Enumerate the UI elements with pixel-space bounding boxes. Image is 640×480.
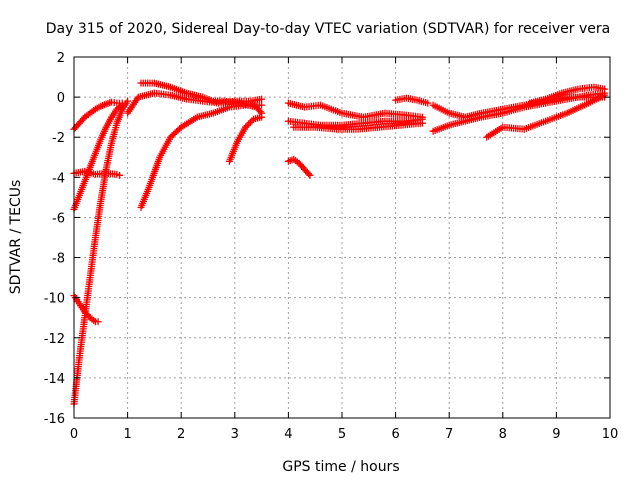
- x-tick-label: 0: [70, 427, 78, 442]
- y-tick-label: -16: [44, 412, 65, 427]
- data-point: [94, 318, 102, 326]
- data-point: [424, 99, 432, 107]
- series-arc-17: [483, 91, 609, 141]
- x-axis-label: GPS time / hours: [282, 459, 399, 475]
- x-tick-label: 6: [391, 427, 399, 442]
- series-arc-4: [70, 97, 132, 408]
- series-arc-16: [429, 89, 609, 135]
- x-tick-label: 9: [552, 427, 560, 442]
- data-point: [256, 108, 264, 116]
- series-arc-18: [526, 83, 609, 107]
- y-tick-label: -12: [44, 332, 65, 347]
- y-axis-label: SDTVAR / TECUs: [8, 180, 24, 295]
- data-point: [258, 101, 266, 109]
- x-tick-label: 7: [445, 427, 453, 442]
- x-tick-label: 4: [284, 427, 292, 442]
- x-tick-label: 3: [231, 427, 239, 442]
- series-arc-8: [137, 79, 266, 117]
- x-tick-label: 10: [602, 427, 619, 442]
- y-tick-label: 2: [57, 51, 65, 66]
- axis-ticks: 0 1 2 3 4 5 6 7 8 9 10 2 0 -2 -4 -6 -8 -10 -12 -14 -16: [44, 51, 619, 442]
- data-point: [248, 117, 256, 125]
- y-tick-label: -14: [44, 372, 65, 387]
- data-point: [242, 123, 250, 131]
- series-arc-13: [290, 119, 426, 133]
- y-tick-label: 0: [57, 91, 65, 106]
- data-point: [246, 118, 254, 126]
- series-arc-11: [284, 99, 426, 121]
- data-point: [305, 170, 312, 178]
- y-tick-label: -6: [52, 211, 65, 226]
- data-point: [258, 95, 266, 103]
- series-arc-14: [392, 94, 432, 107]
- series-arc-10: [284, 155, 314, 179]
- series-arc-1: [70, 98, 126, 133]
- data-point: [601, 85, 609, 93]
- series-arc-6: [137, 101, 266, 211]
- x-tick-label: 2: [177, 427, 185, 442]
- data-point: [116, 171, 124, 179]
- y-tick-label: -4: [52, 171, 65, 186]
- data-markers: [70, 79, 609, 408]
- data-point: [258, 113, 266, 121]
- y-tick-label: -2: [52, 131, 65, 146]
- data-point: [245, 120, 253, 128]
- data-point: [418, 119, 426, 127]
- data-point: [306, 171, 314, 179]
- chart-title: Day 315 of 2020, Sidereal Day-to-day VTE…: [46, 21, 610, 37]
- data-point: [124, 97, 132, 105]
- x-tick-label: 8: [499, 427, 507, 442]
- data-point: [243, 122, 251, 130]
- x-tick-label: 5: [338, 427, 346, 442]
- y-tick-label: -8: [52, 252, 65, 267]
- x-tick-label: 1: [123, 427, 131, 442]
- series-arc-9: [225, 113, 266, 165]
- y-tick-label: -10: [44, 292, 65, 307]
